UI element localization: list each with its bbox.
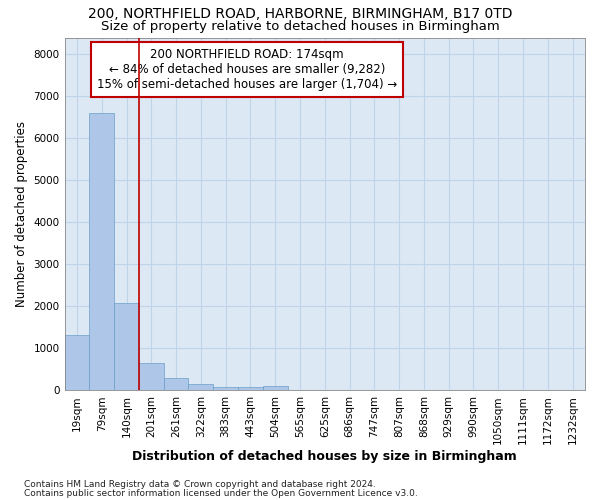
Text: Size of property relative to detached houses in Birmingham: Size of property relative to detached ho… xyxy=(101,20,499,33)
Bar xyxy=(188,384,213,390)
Bar xyxy=(238,388,263,390)
Text: 200 NORTHFIELD ROAD: 174sqm
← 84% of detached houses are smaller (9,282)
15% of : 200 NORTHFIELD ROAD: 174sqm ← 84% of det… xyxy=(97,48,397,91)
Bar xyxy=(263,386,287,390)
X-axis label: Distribution of detached houses by size in Birmingham: Distribution of detached houses by size … xyxy=(133,450,517,462)
Bar xyxy=(139,362,164,390)
Bar xyxy=(213,386,238,390)
Text: 200, NORTHFIELD ROAD, HARBORNE, BIRMINGHAM, B17 0TD: 200, NORTHFIELD ROAD, HARBORNE, BIRMINGH… xyxy=(88,8,512,22)
Text: Contains public sector information licensed under the Open Government Licence v3: Contains public sector information licen… xyxy=(24,488,418,498)
Bar xyxy=(114,303,139,390)
Bar xyxy=(164,378,188,390)
Bar xyxy=(89,113,114,390)
Y-axis label: Number of detached properties: Number of detached properties xyxy=(15,121,28,307)
Text: Contains HM Land Registry data © Crown copyright and database right 2024.: Contains HM Land Registry data © Crown c… xyxy=(24,480,376,489)
Bar xyxy=(65,336,89,390)
